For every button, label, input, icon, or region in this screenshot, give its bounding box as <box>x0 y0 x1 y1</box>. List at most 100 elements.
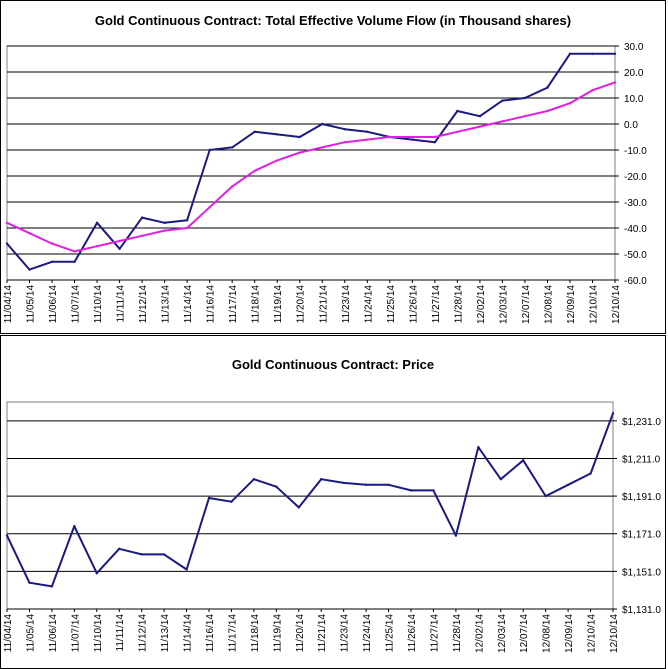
volume-data-point <box>366 130 369 133</box>
volume-y-tick-label: 30.0 <box>624 42 644 53</box>
volume-data-point <box>73 260 76 263</box>
volume-y-tick-label: -10.0 <box>624 146 647 157</box>
volume-x-tick-label: 11/16/14 <box>206 285 217 324</box>
volume-flow-chart: 30.0 20.0 10.0 0.0 -10.0 -20.0 -30.0 -40.0 -50.0… <box>3 42 647 324</box>
price-x-tick-label: 11/05/14 <box>25 614 36 653</box>
volume-data-point <box>613 81 617 84</box>
volume-data-point <box>546 86 549 89</box>
price-data-point <box>73 525 76 528</box>
volume-data-point <box>230 146 234 149</box>
volume-data-point <box>208 148 211 152</box>
price-data-point <box>95 572 98 575</box>
volume-data-point <box>163 221 166 224</box>
price-y-tick-label: $1,191.0 <box>622 492 661 503</box>
price-data-point <box>162 553 166 556</box>
volume-data-point <box>253 130 256 133</box>
volume-series-line-0 <box>6 52 615 271</box>
volume-x-tick-label: 11/10/14 <box>93 285 104 324</box>
volume-x-tick-label: 11/17/14 <box>228 285 239 324</box>
volume-x-tick-label: 11/04/14 <box>3 285 14 324</box>
price-data-point <box>364 483 368 486</box>
price-data-point <box>409 489 413 492</box>
volume-data-point <box>28 232 31 235</box>
volume-data-point <box>5 221 9 224</box>
volume-x-tick-label: 11/11/14 <box>116 285 127 323</box>
price-chart: $1,231.0 $1,211.0 $1,191.0 $1,171.0 $1,151.0… <box>3 401 661 653</box>
volume-x-tick-label: 11/18/14 <box>251 285 262 324</box>
price-data-point <box>297 506 300 509</box>
volume-data-point <box>501 99 504 102</box>
volume-data-point <box>95 245 99 248</box>
price-data-point <box>477 445 480 449</box>
price-x-tick-label: 11/16/14 <box>205 614 216 653</box>
price-x-tick-label: 11/11/14 <box>115 614 126 652</box>
volume-x-tick-label: 12/08/14 <box>543 285 554 324</box>
price-x-tick-label: 11/14/14 <box>183 614 194 653</box>
volume-flow-chart-panel: Gold Continuous Contract: Total Effectiv… <box>0 0 666 334</box>
volume-y-tick-label: 10.0 <box>624 94 644 105</box>
volume-data-point <box>366 138 369 141</box>
volume-x-tick-label: 11/07/14 <box>71 285 82 324</box>
volume-data-point <box>433 141 437 144</box>
volume-data-point <box>95 221 99 224</box>
volume-data-point <box>456 109 459 113</box>
volume-data-point <box>478 125 482 128</box>
price-data-point <box>387 483 390 486</box>
volume-data-point <box>28 268 31 271</box>
price-data-point <box>320 477 323 481</box>
volume-plot-area <box>6 45 616 281</box>
volume-data-point <box>185 219 189 222</box>
volume-data-point <box>185 226 189 230</box>
volume-y-tick-label: 20.0 <box>624 68 644 79</box>
volume-data-point <box>523 115 527 118</box>
volume-data-point <box>591 52 594 55</box>
price-y-tick-label: $1,151.0 <box>622 567 661 578</box>
price-series-line-0 <box>6 412 614 588</box>
volume-data-point <box>321 146 324 149</box>
price-data-point <box>342 481 345 485</box>
volume-y-tick-label: -40.0 <box>624 224 647 235</box>
volume-data-point <box>478 115 482 118</box>
volume-x-tick-label: 11/24/14 <box>363 285 374 324</box>
price-data-point <box>28 581 31 584</box>
volume-x-tick-label: 11/19/14 <box>273 285 284 324</box>
price-data-point <box>611 412 615 415</box>
price-x-tick-label: 11/06/14 <box>48 614 59 653</box>
volume-x-tick-label: 11/06/14 <box>48 285 59 324</box>
price-x-tick-label: 11/10/14 <box>93 614 104 653</box>
volume-data-point <box>118 239 121 243</box>
volume-y-tick-label: -20.0 <box>624 172 647 183</box>
volume-x-tick-label: 11/13/14 <box>161 285 172 324</box>
volume-data-point <box>140 216 144 219</box>
volume-data-point <box>50 242 54 245</box>
price-x-tick-label: 12/10/14 <box>587 614 598 653</box>
price-data-point <box>50 585 54 588</box>
volume-data-point <box>456 130 459 133</box>
price-y-tick-label: $1,211.0 <box>622 454 661 465</box>
volume-y-tick-label: -60.0 <box>624 276 647 287</box>
price-data-point <box>207 496 211 500</box>
volume-data-point <box>208 206 211 209</box>
volume-x-tick-label: 12/07/14 <box>521 285 532 324</box>
volume-data-point <box>523 96 527 100</box>
price-x-tick-label: 11/07/14 <box>70 614 81 653</box>
volume-flow-chart-title: Gold Continuous Contract: Total Effectiv… <box>94 13 572 28</box>
volume-data-point <box>546 109 549 113</box>
price-x-tick-label: 12/08/14 <box>542 614 553 653</box>
price-x-tick-label: 11/26/14 <box>407 614 418 653</box>
price-x-tick-label: 12/02/14 <box>474 614 485 653</box>
volume-data-point <box>388 135 392 139</box>
price-data-point <box>252 477 256 481</box>
price-data-point <box>589 472 592 475</box>
price-y-tick-label: $1,231.0 <box>622 417 661 428</box>
volume-data-point <box>253 169 256 172</box>
price-data-point <box>5 534 9 537</box>
volume-data-point <box>568 102 572 105</box>
volume-data-point <box>230 185 234 188</box>
volume-data-point <box>343 128 346 131</box>
volume-data-point <box>298 135 301 139</box>
price-data-point <box>454 534 458 537</box>
price-chart-panel: Gold Continuous Contract: Price $1,231.0… <box>0 335 666 669</box>
volume-series-line-1 <box>6 81 616 253</box>
price-y-tick-label: $1,171.0 <box>622 530 661 541</box>
